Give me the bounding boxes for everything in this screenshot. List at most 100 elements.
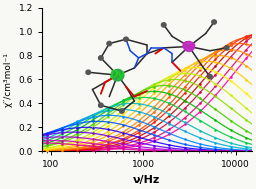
Point xyxy=(152,147,156,150)
Point xyxy=(91,126,95,129)
Point xyxy=(198,74,202,77)
Point xyxy=(167,114,172,117)
Point xyxy=(167,132,172,135)
Point xyxy=(214,94,218,97)
Point xyxy=(183,130,187,133)
Point xyxy=(60,131,64,134)
Point xyxy=(45,132,49,135)
Point xyxy=(91,140,95,143)
Point xyxy=(60,143,64,146)
Point xyxy=(183,107,187,110)
Point xyxy=(106,145,110,148)
Point xyxy=(152,115,156,119)
Point xyxy=(198,110,202,113)
Point xyxy=(214,53,218,56)
Point xyxy=(45,142,49,145)
Point xyxy=(60,149,64,152)
Ellipse shape xyxy=(120,109,124,113)
Point xyxy=(152,90,156,93)
Point xyxy=(244,57,248,60)
Ellipse shape xyxy=(184,41,194,51)
Point xyxy=(198,129,202,132)
Point xyxy=(76,131,80,134)
Point xyxy=(183,79,187,82)
Point xyxy=(60,149,64,152)
Point xyxy=(214,51,218,54)
Point xyxy=(60,130,64,133)
Point xyxy=(121,130,125,133)
Point xyxy=(152,144,156,147)
Point xyxy=(137,138,141,141)
Point xyxy=(91,146,95,149)
Point xyxy=(76,148,80,151)
Point xyxy=(214,128,218,131)
Point xyxy=(183,138,187,141)
Point xyxy=(152,121,156,124)
Point xyxy=(76,120,80,123)
Point xyxy=(106,144,110,147)
Ellipse shape xyxy=(86,70,91,74)
Point xyxy=(244,136,248,139)
Point xyxy=(76,149,80,152)
Point xyxy=(60,146,64,149)
Point xyxy=(152,86,156,89)
Point xyxy=(91,123,95,126)
Point xyxy=(183,99,187,102)
Point xyxy=(152,97,156,100)
Point xyxy=(60,148,64,151)
Point xyxy=(137,135,141,138)
Point xyxy=(45,149,49,152)
Point xyxy=(152,126,156,129)
Point xyxy=(106,147,110,150)
Point xyxy=(76,149,80,152)
Point xyxy=(244,52,248,55)
Point xyxy=(214,119,218,122)
Point xyxy=(91,149,95,152)
Point xyxy=(198,148,202,151)
Point xyxy=(244,129,248,132)
Point xyxy=(183,148,187,151)
Point xyxy=(214,65,218,68)
Point xyxy=(183,88,187,91)
Point xyxy=(91,138,95,141)
Point xyxy=(152,98,156,101)
Point xyxy=(76,136,80,139)
Point xyxy=(106,109,110,112)
Point xyxy=(152,139,156,143)
Point xyxy=(91,119,95,122)
Point xyxy=(121,115,125,118)
Point xyxy=(45,132,49,135)
Point xyxy=(60,126,64,129)
Point xyxy=(183,146,187,149)
Point xyxy=(76,146,80,149)
Point xyxy=(137,119,141,122)
Point xyxy=(76,140,80,143)
Point xyxy=(60,135,64,138)
Point xyxy=(244,37,248,40)
Point xyxy=(137,131,141,134)
Point xyxy=(214,95,218,98)
Point xyxy=(121,102,125,105)
Point xyxy=(106,108,110,111)
X-axis label: ν/Hz: ν/Hz xyxy=(133,175,161,185)
Point xyxy=(121,143,125,146)
Point xyxy=(244,147,248,150)
Point xyxy=(198,60,202,63)
Point xyxy=(229,148,233,151)
Point xyxy=(229,119,233,122)
Point xyxy=(229,94,233,97)
Point xyxy=(152,125,156,128)
Point xyxy=(60,126,64,129)
Point xyxy=(106,134,110,137)
Point xyxy=(121,119,125,122)
Point xyxy=(229,145,233,148)
Point xyxy=(244,36,248,39)
Point xyxy=(244,40,248,43)
Point xyxy=(229,76,233,79)
Point xyxy=(244,107,248,110)
Point xyxy=(91,115,95,118)
Point xyxy=(198,136,202,139)
Point xyxy=(76,147,80,150)
Point xyxy=(91,116,95,119)
Point xyxy=(183,79,187,82)
